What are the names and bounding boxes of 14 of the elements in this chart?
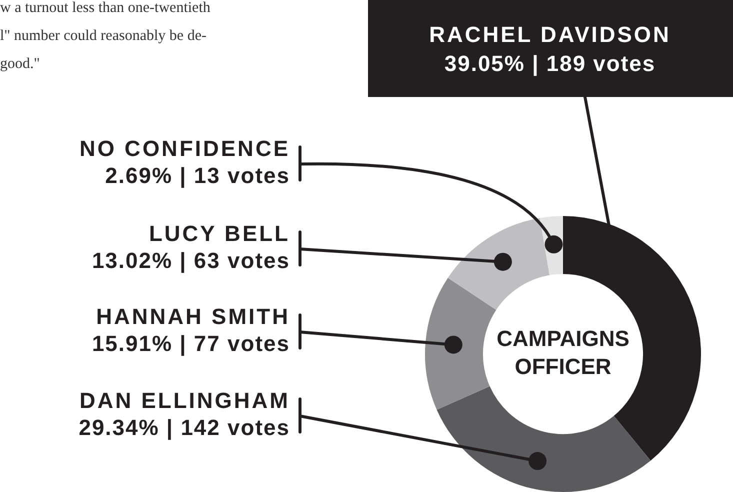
text: good." [0, 56, 40, 72]
data-label: 29.34% | 142 votes [78, 415, 290, 440]
slice-label: LUCY BELL [148, 221, 290, 246]
text: l" number could reasonably be de- [0, 28, 206, 44]
slice-label: RACHEL DAVIDSON [429, 22, 671, 48]
text: CAMPAIGNS OFFICER [496, 326, 630, 380]
slice-label: DAN ELLINGHAM [79, 388, 290, 414]
slice-label: HANNAH SMITH [96, 304, 290, 330]
data-label: 13.02% | 63 votes [92, 248, 290, 274]
data-label: 15.91% | 77 votes [92, 331, 290, 356]
slice-label: NO CONFIDENCE [79, 136, 290, 162]
data-label: 39.05% | 189 votes [444, 51, 656, 76]
data-label: 2.69% | 13 votes [105, 163, 290, 188]
text: w a turnout less than one-twentieth [0, 0, 211, 16]
